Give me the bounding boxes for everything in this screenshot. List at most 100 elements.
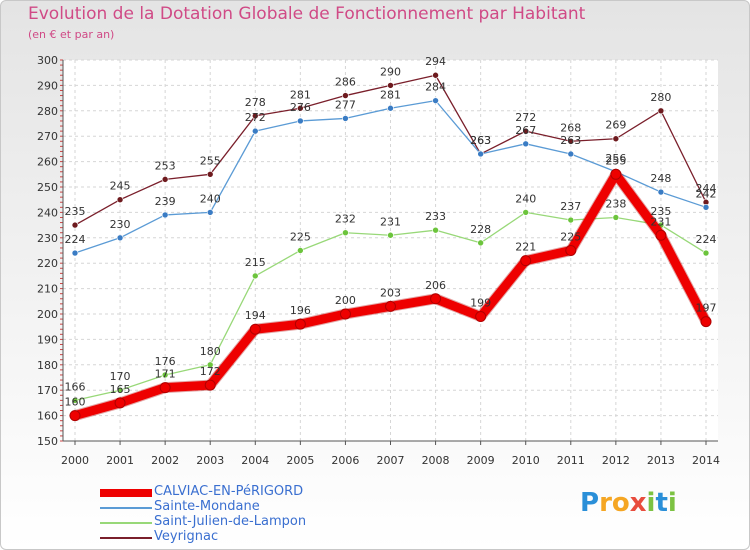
data-point (342, 115, 349, 122)
data-point (294, 318, 306, 330)
legend-swatch (100, 507, 152, 509)
data-label: 269 (605, 119, 626, 132)
data-point (387, 104, 394, 112)
legend-label: Saint-Julien-de-Lampon (154, 514, 307, 529)
x-tick-label: 2009 (467, 454, 495, 467)
y-tick-label: 270 (37, 130, 58, 143)
data-point (116, 234, 124, 242)
x-tick-label: 2011 (557, 454, 585, 467)
y-tick-label: 200 (37, 308, 58, 321)
y-tick-label: 210 (37, 283, 58, 296)
data-point (161, 371, 169, 379)
y-tick-label: 280 (37, 105, 58, 118)
data-label: 166 (65, 380, 86, 393)
data-label: 180 (200, 345, 221, 358)
data-label: 224 (696, 233, 717, 246)
data-point (432, 226, 439, 234)
data-label: 199 (470, 297, 491, 310)
x-tick-label: 2012 (602, 454, 630, 467)
data-point (520, 255, 532, 267)
x-tick-label: 2003 (196, 454, 224, 467)
data-label: 200 (335, 294, 356, 307)
data-label: 253 (155, 159, 176, 172)
x-tick-label: 2001 (106, 454, 134, 467)
data-label: 240 (200, 192, 221, 205)
data-label: 221 (515, 241, 536, 254)
proxiti-logo: Proxiti (580, 488, 677, 518)
data-point (249, 323, 261, 335)
data-point (567, 216, 575, 224)
data-point (206, 361, 214, 369)
data-point (116, 386, 124, 394)
data-point (204, 379, 216, 391)
data-point (206, 209, 214, 216)
data-label: 277 (335, 98, 356, 111)
data-point (297, 104, 304, 112)
data-label: 290 (380, 65, 401, 78)
data-label: 239 (155, 195, 176, 208)
logo-letter: i (667, 488, 677, 518)
data-label: 255 (200, 154, 221, 167)
data-label: 160 (65, 396, 86, 409)
axis-layer: 150 160 170 180 190 200 210 220 230 240 250 260 270 2… (37, 54, 720, 467)
logo-letter: r (599, 488, 612, 518)
data-label: 235 (65, 205, 86, 218)
y-tick-label: 220 (37, 257, 58, 270)
y-tick-label: 290 (37, 79, 58, 92)
data-label: 281 (290, 88, 311, 101)
data-point (657, 188, 665, 196)
x-tick-label: 2006 (331, 454, 359, 467)
legend-swatch (100, 489, 152, 497)
data-label-layer: 235 245 253 255 278 281 286 290 294 263 272 268 269 2… (65, 55, 717, 408)
data-point (655, 229, 667, 241)
data-point (477, 150, 484, 158)
data-point (612, 135, 620, 143)
data-label: 244 (696, 182, 717, 195)
data-label: 228 (470, 223, 491, 236)
data-point (339, 308, 351, 320)
data-point (522, 127, 530, 135)
data-label: 248 (650, 172, 671, 185)
data-label: 165 (110, 383, 131, 396)
data-label: 215 (245, 256, 266, 269)
x-tick-label: 2005 (286, 454, 314, 467)
legend-label: Veyrignac (154, 529, 219, 544)
data-label: 256 (605, 152, 626, 165)
data-point (432, 97, 439, 104)
data-point (387, 231, 394, 239)
data-point (71, 221, 79, 229)
data-point (297, 117, 304, 125)
series-layer (69, 71, 712, 422)
grid-layer (63, 59, 718, 442)
data-label: 263 (470, 134, 491, 147)
data-label: 272 (245, 111, 266, 124)
data-label: 278 (245, 96, 266, 109)
y-tick-label: 260 (37, 156, 58, 169)
data-label: 225 (560, 231, 581, 244)
data-point (565, 245, 577, 256)
data-point (567, 150, 575, 158)
data-point (161, 211, 169, 219)
data-point (522, 140, 530, 148)
data-point (297, 247, 304, 254)
y-tick-label: 230 (37, 232, 58, 245)
data-label: 203 (380, 286, 401, 299)
data-point (161, 176, 169, 183)
data-point (342, 92, 349, 99)
data-point (657, 107, 665, 115)
y-tick-label: 180 (37, 359, 58, 372)
x-tick-label: 2013 (647, 454, 675, 467)
data-point (612, 214, 620, 221)
data-label: 263 (470, 134, 491, 147)
data-point (477, 239, 484, 247)
logo-letter: t (655, 488, 668, 518)
data-point (432, 71, 439, 79)
data-label: 231 (380, 215, 401, 228)
data-label: 267 (515, 124, 536, 137)
data-point (71, 397, 79, 404)
y-tick-label: 160 (37, 410, 58, 423)
data-point (702, 249, 710, 257)
data-label: 233 (425, 210, 446, 223)
data-point (251, 127, 259, 135)
legend-label: CALVIAC-EN-PéRIGORD (154, 484, 304, 499)
